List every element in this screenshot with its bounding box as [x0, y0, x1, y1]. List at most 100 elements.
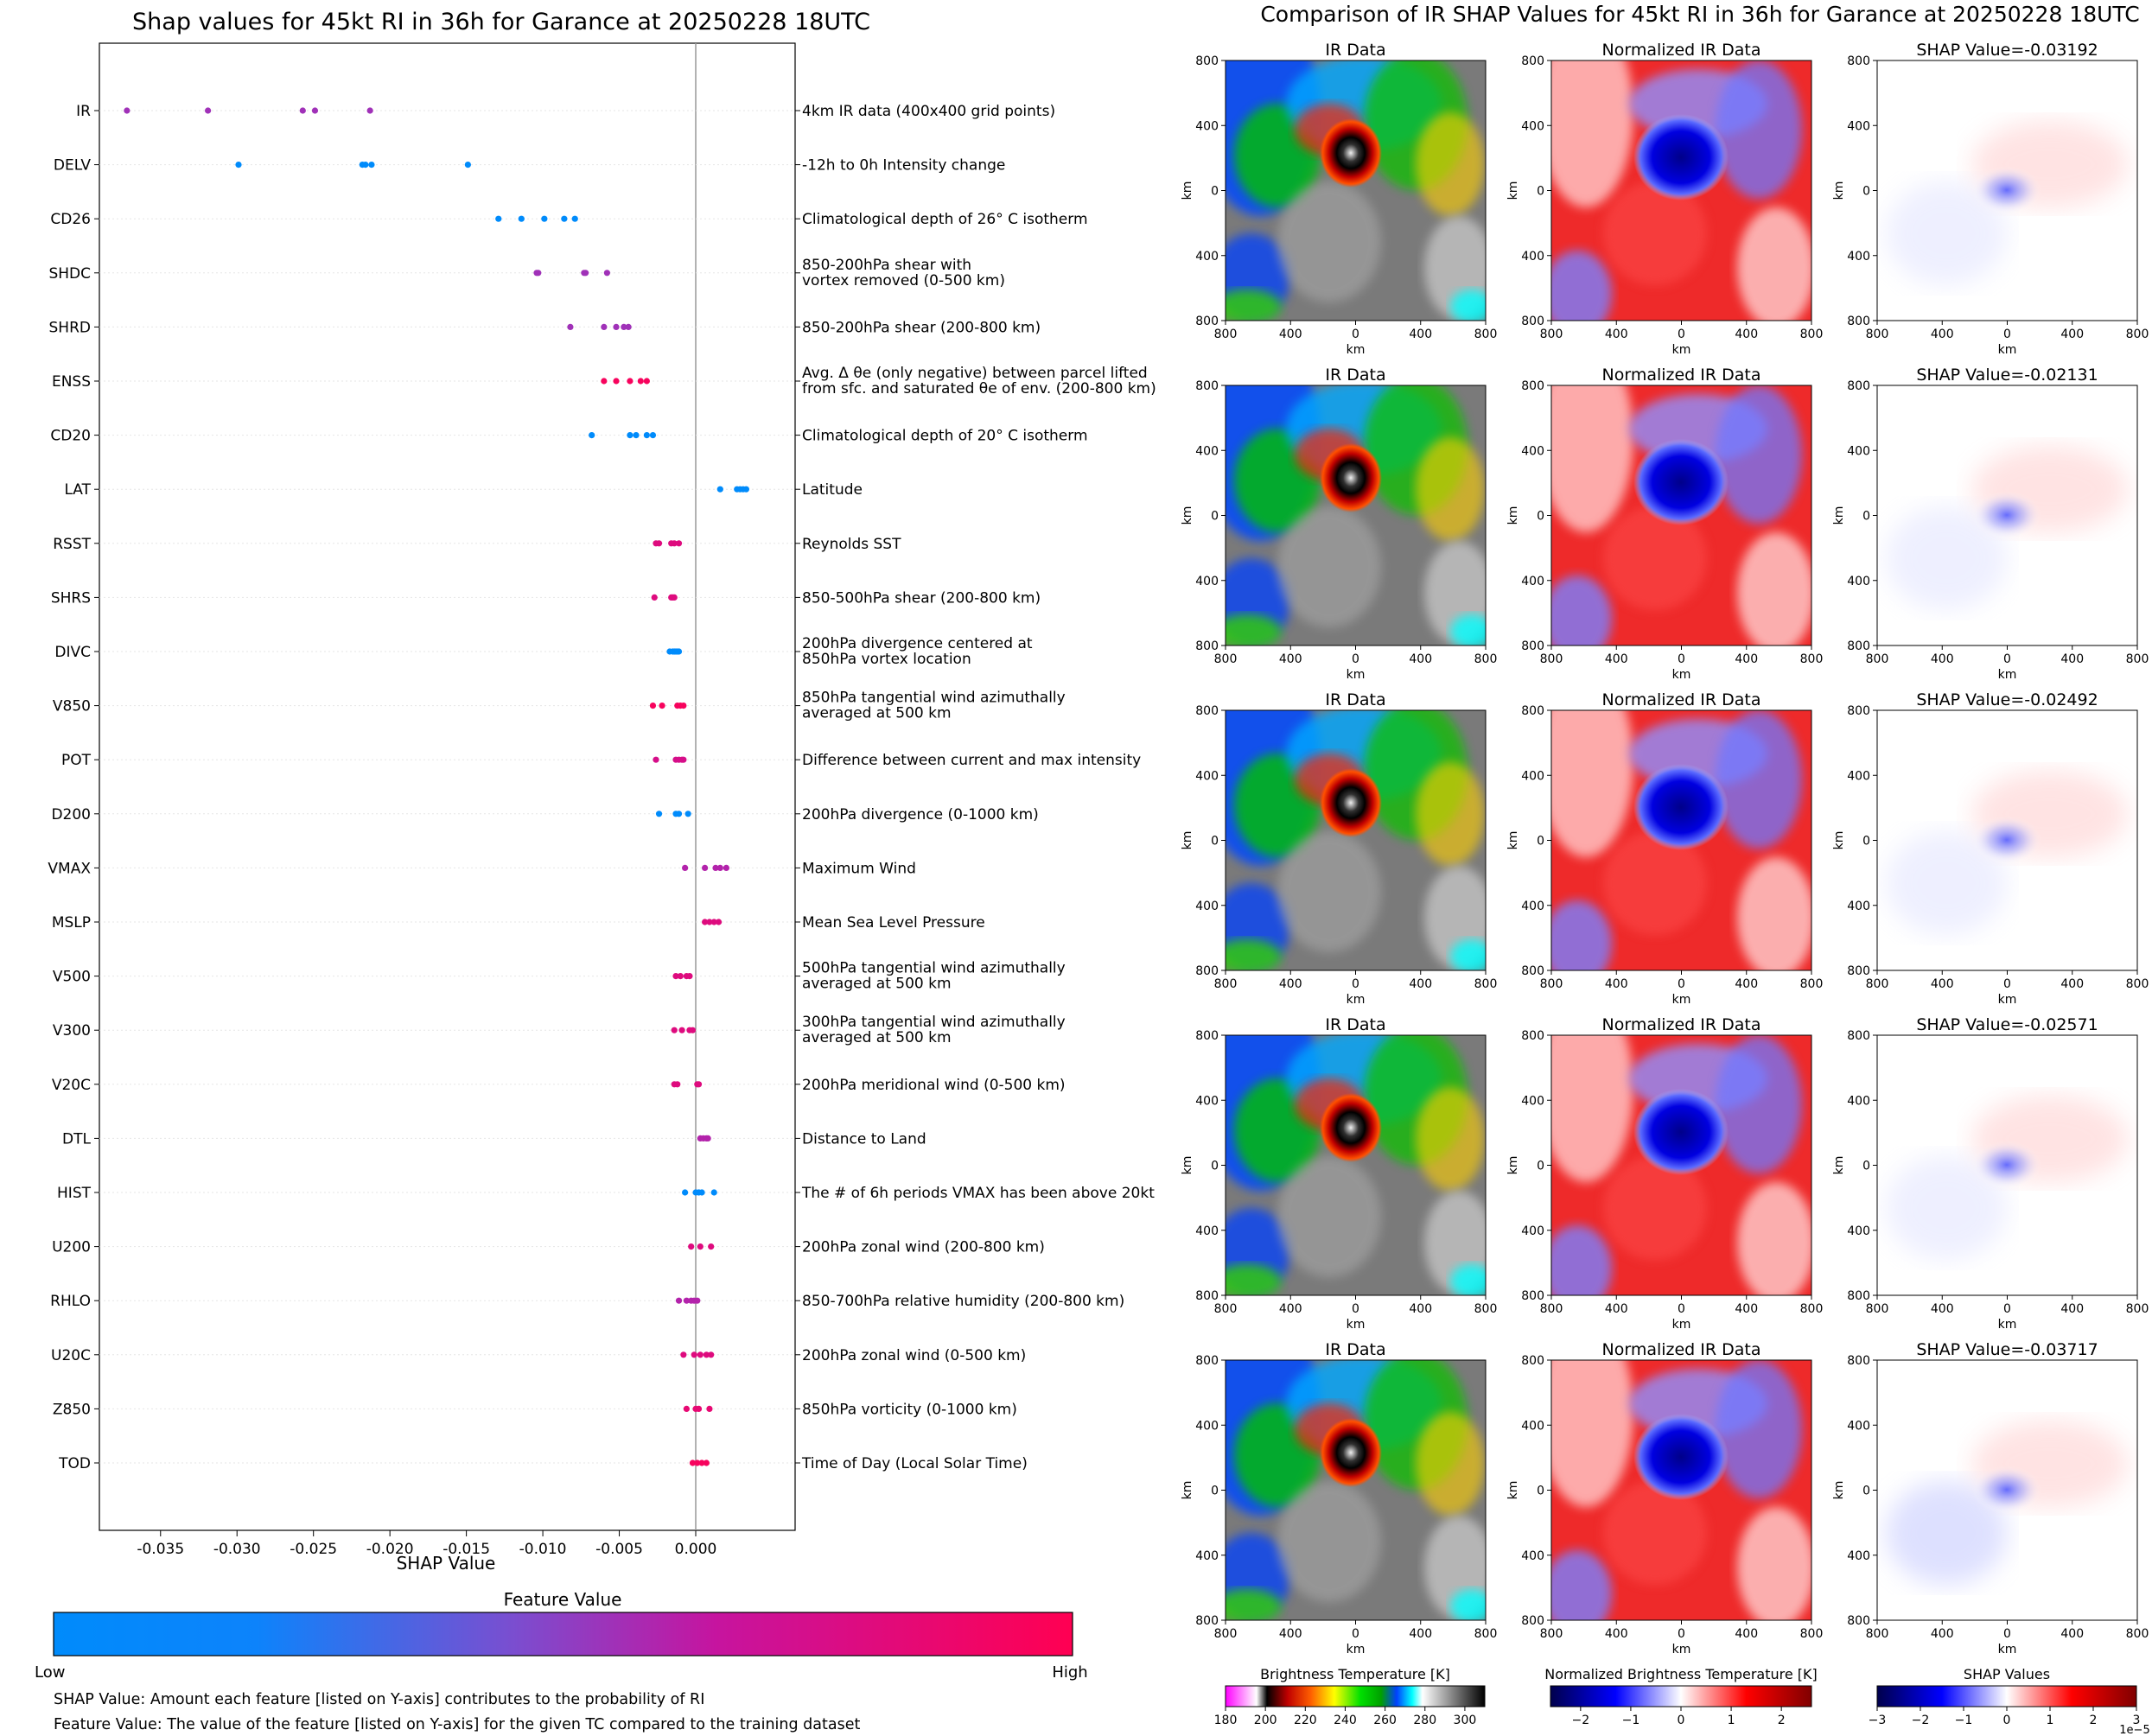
panel-title: Normalized IR Data	[1602, 690, 1761, 709]
colorbar-tick-label: −3	[1869, 1714, 1887, 1727]
x-tick-label: -0.015	[442, 1541, 490, 1558]
y-tick-label: 0	[1862, 1160, 1870, 1173]
y-tick-label: 800	[1521, 1614, 1544, 1628]
x-tick-label: 400	[1409, 1627, 1432, 1641]
x-tick-label: 800	[1474, 1302, 1498, 1316]
panel-title: Normalized IR Data	[1602, 1015, 1761, 1034]
x-axis-label: km	[1347, 343, 1366, 357]
y-tick-label: 400	[1195, 1549, 1219, 1563]
shap-point	[703, 1459, 710, 1466]
x-tick-label: 800	[1800, 977, 1824, 991]
shap-point	[715, 919, 723, 925]
x-tick-label: 400	[2060, 1302, 2084, 1316]
shap-point	[682, 1189, 689, 1196]
y-tick-label: 0	[1211, 1160, 1219, 1173]
panel-title: IR Data	[1325, 41, 1385, 60]
feature-label: DTL	[62, 1130, 91, 1148]
normalized-ir-panel: Normalized IR Data8008004004000040040080…	[1506, 690, 1824, 1007]
normalized-image	[1551, 385, 1811, 645]
feature-label: TOD	[58, 1455, 91, 1472]
shap-point	[698, 1459, 705, 1466]
x-tick-label: 800	[1474, 652, 1498, 666]
shap-point	[643, 432, 650, 439]
shap-colorbar-title: SHAP Values	[1964, 1666, 2050, 1682]
colorbar-tick-label: −2	[1912, 1714, 1930, 1727]
x-tick-label: 400	[1279, 327, 1302, 341]
x-tick-label: 0	[1352, 1627, 1359, 1641]
y-tick-label: 400	[1195, 575, 1219, 588]
ir-image	[1226, 1035, 1486, 1295]
feature-description: 850hPa tangential wind azimuthally	[802, 690, 1066, 707]
y-tick-label: 800	[1195, 1289, 1219, 1303]
feature-label: DELV	[54, 157, 91, 175]
y-tick-label: 800	[1521, 1354, 1544, 1368]
storm-core	[1320, 768, 1382, 837]
x-tick-label: 0	[1352, 1302, 1359, 1316]
x-tick-label: 0	[2003, 327, 2011, 341]
y-tick-label: 400	[1521, 1549, 1544, 1563]
shap-point	[672, 973, 679, 980]
shap-point	[697, 1351, 704, 1358]
shap-point	[680, 756, 687, 763]
shap-point	[697, 1243, 704, 1250]
y-tick-label: 0	[1211, 185, 1219, 199]
colorbar-tick-label: −1	[1622, 1714, 1640, 1727]
shap-point	[535, 270, 542, 277]
x-tick-label: 400	[2060, 1627, 2084, 1641]
x-axis-label: km	[1347, 668, 1366, 682]
x-tick-label: -0.035	[137, 1541, 184, 1558]
shap-point	[649, 432, 657, 439]
x-tick-label: 800	[1474, 977, 1498, 991]
x-tick-label: 400	[1931, 977, 1954, 991]
x-tick-label: 800	[1540, 977, 1563, 991]
shap-image	[1877, 710, 2137, 970]
feature-label: V300	[53, 1022, 91, 1040]
colorbar-tick-label: 260	[1373, 1714, 1397, 1727]
shap-hotspot	[1972, 491, 2041, 539]
feature-description: Reynolds SST	[802, 536, 901, 553]
x-tick-label: 0	[1678, 1302, 1685, 1316]
shap-image	[1877, 60, 2137, 321]
y-tick-label: 800	[1195, 1614, 1219, 1628]
y-tick-label: 800	[1521, 379, 1544, 393]
panel-title: SHAP Value=-0.03192	[1916, 41, 2098, 60]
shap-point	[680, 1351, 687, 1358]
x-axis-label: km	[1347, 1643, 1366, 1657]
ir-image	[1226, 710, 1486, 970]
y-tick-label: 800	[1521, 1029, 1544, 1043]
feature-label: HIST	[57, 1185, 92, 1202]
shap-point	[683, 1297, 690, 1304]
x-tick-label: 400	[1279, 1627, 1302, 1641]
feature-description: 850hPa vortex location	[802, 651, 971, 668]
shap-point	[311, 107, 319, 114]
x-tick-label: 400	[1931, 1302, 1954, 1316]
shap-colorbar: SHAP Values −3 −2 −1 0 1 2 3 1e−5	[1869, 1666, 2150, 1736]
brightness-colorbar: Brightness Temperature [K] 180 200 220 240 2…	[1214, 1666, 1486, 1727]
shap-point	[205, 107, 212, 114]
shap-point	[675, 540, 683, 547]
x-tick-label: 400	[1605, 977, 1628, 991]
y-axis-label: km	[1506, 1156, 1520, 1175]
feature-description: 300hPa tangential wind azimuthally	[802, 1014, 1066, 1031]
shap-point	[235, 162, 242, 169]
shap-point	[368, 162, 375, 169]
feature-description: 200hPa zonal wind (200-800 km)	[802, 1239, 1045, 1256]
y-tick-label: 800	[1195, 54, 1219, 68]
shap-point	[655, 540, 663, 547]
shap-summary-plot: IR 4km IR data (400x400 grid points) DELV -…	[48, 42, 1156, 1558]
y-tick-label: 400	[1195, 1094, 1219, 1108]
x-tick-label: 400	[1735, 977, 1758, 991]
y-tick-label: 800	[1521, 54, 1544, 68]
shap-point	[649, 703, 657, 709]
y-tick-label: 400	[1195, 444, 1219, 458]
feature-description: Maximum Wind	[802, 860, 916, 877]
shap-point	[695, 1081, 703, 1088]
x-tick-label: 0	[1678, 327, 1685, 341]
y-tick-label: 400	[1847, 1549, 1870, 1563]
normalized-image	[1551, 1035, 1811, 1295]
x-tick-label: 800	[2126, 1627, 2149, 1641]
x-axis-label: km	[1998, 1318, 2017, 1332]
feature-description: -12h to 0h Intensity change	[802, 157, 1005, 175]
y-tick-label: 800	[1847, 54, 1870, 68]
y-axis-label: km	[1181, 831, 1194, 850]
